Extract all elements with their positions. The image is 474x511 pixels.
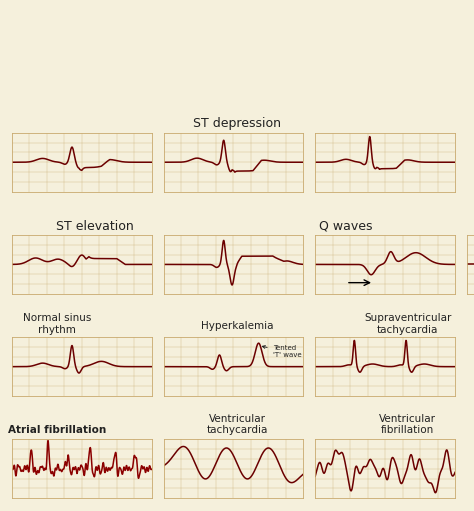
Text: ST depression: ST depression xyxy=(193,118,281,130)
Text: Tented
'T' wave: Tented 'T' wave xyxy=(263,345,301,358)
Text: Ventricular
fibrillation: Ventricular fibrillation xyxy=(379,414,436,435)
Text: Atrial fibrillation: Atrial fibrillation xyxy=(8,425,106,435)
Text: Q waves: Q waves xyxy=(319,220,373,233)
Text: Supraventricular
tachycardia: Supraventricular tachycardia xyxy=(364,313,451,335)
Text: Normal sinus
rhythm: Normal sinus rhythm xyxy=(23,313,91,335)
Text: Hyperkalemia: Hyperkalemia xyxy=(201,321,273,331)
Text: Ventricular
tachycardia: Ventricular tachycardia xyxy=(206,414,268,435)
Text: ST elevation: ST elevation xyxy=(56,220,134,233)
